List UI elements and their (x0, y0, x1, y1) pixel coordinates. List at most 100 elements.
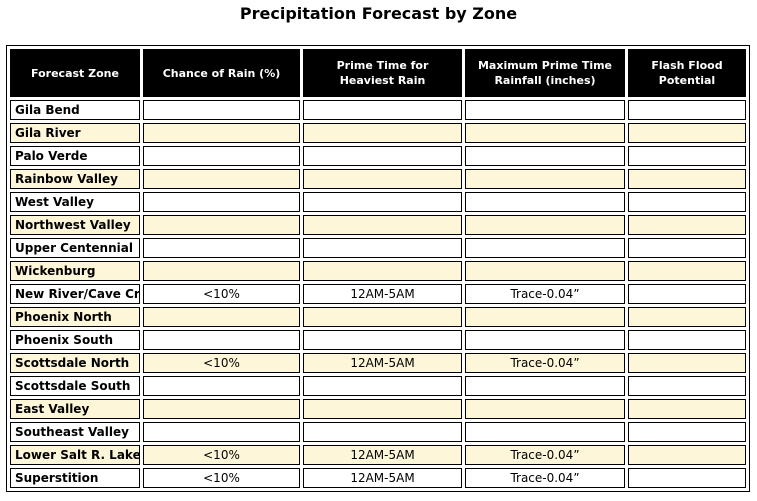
data-cell (303, 330, 462, 350)
data-cell (465, 238, 625, 258)
data-cell: <10% (143, 353, 300, 373)
data-cell (143, 330, 300, 350)
data-cell (628, 100, 746, 120)
data-cell (143, 422, 300, 442)
data-cell: Trace-0.04” (465, 468, 625, 488)
table-row: Phoenix North (10, 307, 746, 327)
data-cell (143, 238, 300, 258)
data-cell (465, 399, 625, 419)
data-cell (303, 100, 462, 120)
data-cell (628, 238, 746, 258)
data-cell (303, 192, 462, 212)
table-row: Lower Salt R. Lakes <10% 12AM-5AM Trace-0.0… (10, 445, 746, 465)
table-row: East Valley (10, 399, 746, 419)
data-cell: 12AM-5AM (303, 468, 462, 488)
zone-cell: Palo Verde (10, 146, 140, 166)
data-cell: Trace-0.04” (465, 353, 625, 373)
data-cell (628, 307, 746, 327)
data-cell: Trace-0.04” (465, 445, 625, 465)
data-cell (143, 146, 300, 166)
data-cell (628, 284, 746, 304)
data-cell (303, 146, 462, 166)
data-cell (143, 192, 300, 212)
header-cell: Chance of Rain (%) (143, 49, 300, 97)
data-cell (303, 238, 462, 258)
data-cell (143, 169, 300, 189)
data-cell (628, 261, 746, 281)
table-row: Southeast Valley (10, 422, 746, 442)
zone-cell: Phoenix South (10, 330, 140, 350)
zone-cell: Scottsdale South (10, 376, 140, 396)
zone-cell: Scottsdale North (10, 353, 140, 373)
data-cell (628, 376, 746, 396)
data-cell (628, 468, 746, 488)
data-cell (628, 215, 746, 235)
table-row: Wickenburg (10, 261, 746, 281)
data-cell (465, 100, 625, 120)
table-row: Scottsdale North <10% 12AM-5AM Trace-0.04” (10, 353, 746, 373)
zone-cell: Wickenburg (10, 261, 140, 281)
table-row: Gila River (10, 123, 746, 143)
zone-cell: Upper Centennial (10, 238, 140, 258)
table-row: New River/Cave Cr. <10% 12AM-5AM Trace-0.04… (10, 284, 746, 304)
forecast-table: Forecast Zone Chance of Rain (%) Prime Tim… (6, 45, 750, 492)
data-cell (143, 261, 300, 281)
data-cell (303, 169, 462, 189)
data-cell (143, 399, 300, 419)
data-cell (628, 123, 746, 143)
data-cell (303, 399, 462, 419)
data-cell (143, 100, 300, 120)
data-cell (303, 215, 462, 235)
data-cell (465, 422, 625, 442)
header-cell: Flash Flood Potential (628, 49, 746, 97)
zone-cell: East Valley (10, 399, 140, 419)
zone-cell: Northwest Valley (10, 215, 140, 235)
data-cell (465, 169, 625, 189)
zone-cell: Rainbow Valley (10, 169, 140, 189)
data-cell (303, 261, 462, 281)
table-row: Superstition <10% 12AM-5AM Trace-0.04” (10, 468, 746, 488)
data-cell (628, 445, 746, 465)
header-row: Forecast Zone Chance of Rain (%) Prime Tim… (10, 49, 746, 97)
table-row: Gila Bend (10, 100, 746, 120)
data-cell (303, 376, 462, 396)
header-cell: Prime Time for Heaviest Rain (303, 49, 462, 97)
table-row: Palo Verde (10, 146, 746, 166)
header-cell: Maximum Prime Time Rainfall (inches) (465, 49, 625, 97)
data-cell (143, 376, 300, 396)
data-cell (465, 307, 625, 327)
data-cell: <10% (143, 468, 300, 488)
data-cell (628, 169, 746, 189)
zone-cell: Phoenix North (10, 307, 140, 327)
title: Precipitation Forecast by Zone (239, 4, 518, 23)
header-cell: Forecast Zone (10, 49, 140, 97)
zone-cell: Lower Salt R. Lakes (10, 445, 140, 465)
data-cell: <10% (143, 284, 300, 304)
zone-cell: Gila River (10, 123, 140, 143)
table-body: Gila Bend Gila River Palo Verde Rainbow Val… (10, 100, 746, 488)
data-cell (628, 330, 746, 350)
zone-cell: West Valley (10, 192, 140, 212)
table-row: Rainbow Valley (10, 169, 746, 189)
table-row: Phoenix South (10, 330, 746, 350)
data-cell (465, 146, 625, 166)
data-cell (143, 123, 300, 143)
data-cell (303, 123, 462, 143)
data-cell (628, 422, 746, 442)
data-cell (465, 330, 625, 350)
data-cell (303, 422, 462, 442)
data-cell (465, 192, 625, 212)
data-cell: 12AM-5AM (303, 353, 462, 373)
data-cell (628, 353, 746, 373)
data-cell (628, 192, 746, 212)
table-row: Northwest Valley (10, 215, 746, 235)
data-cell (143, 215, 300, 235)
table-row: Upper Centennial (10, 238, 746, 258)
data-cell (143, 307, 300, 327)
zone-cell: Gila Bend (10, 100, 140, 120)
zone-cell: Southeast Valley (10, 422, 140, 442)
data-cell (628, 146, 746, 166)
data-cell (465, 123, 625, 143)
data-cell: <10% (143, 445, 300, 465)
